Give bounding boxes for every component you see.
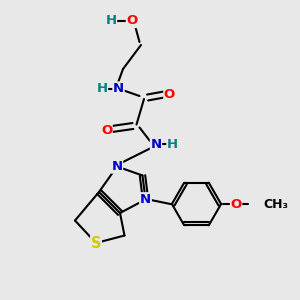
Text: N: N [150, 137, 162, 151]
Text: CH₃: CH₃ [263, 197, 288, 211]
Text: H: H [96, 82, 108, 95]
Text: H: H [167, 137, 178, 151]
Text: O: O [230, 197, 242, 211]
Text: O: O [126, 14, 138, 28]
Text: H: H [105, 14, 117, 28]
Text: S: S [91, 236, 101, 250]
Text: N: N [111, 160, 123, 173]
Text: N: N [140, 193, 151, 206]
Text: N: N [140, 193, 151, 206]
Text: O: O [164, 88, 175, 101]
Text: O: O [101, 124, 112, 137]
Text: N: N [113, 82, 124, 95]
